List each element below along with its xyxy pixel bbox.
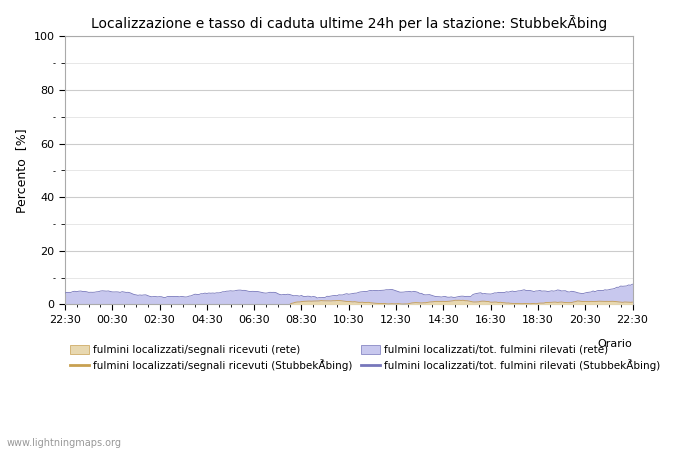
Text: www.lightningmaps.org: www.lightningmaps.org <box>7 438 122 448</box>
Legend: fulmini localizzati/segnali ricevuti (rete), fulmini localizzati/segnali ricevut: fulmini localizzati/segnali ricevuti (re… <box>70 345 660 371</box>
Y-axis label: Percento  [%]: Percento [%] <box>15 128 28 213</box>
Title: Localizzazione e tasso di caduta ultime 24h per la stazione: StubbekÃ̂bing: Localizzazione e tasso di caduta ultime … <box>90 15 607 31</box>
Text: Orario: Orario <box>598 339 633 349</box>
